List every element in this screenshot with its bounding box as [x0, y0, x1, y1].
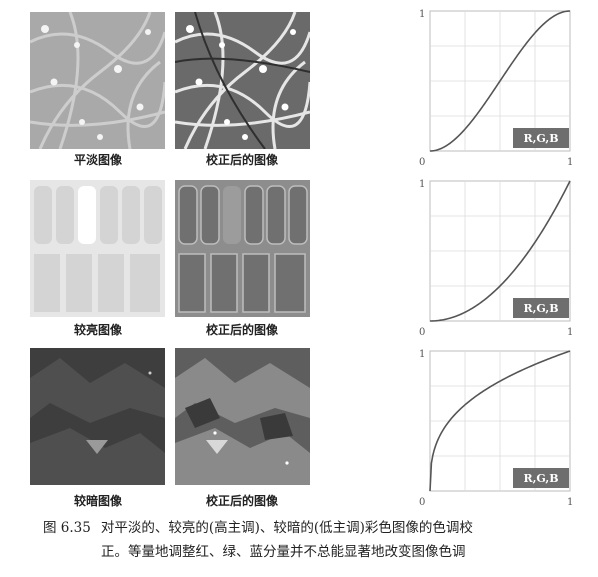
light-curve-badge-text: R,G,B [523, 302, 558, 315]
dark-curve-origin-label: 0 [419, 497, 425, 508]
dark-corrected-caption: 校正后的图像 [205, 494, 278, 508]
flat-corrected-caption: 校正后的图像 [205, 153, 278, 167]
dark-corrected-image [175, 348, 310, 485]
dark-curve-y-max-label: 1 [419, 349, 425, 360]
dark-original-image [30, 348, 165, 485]
figure-caption-line-1: 对平淡的、较亮的(高主调)、较暗的(低主调)彩色图像的色调校 [100, 520, 473, 536]
light-curve-line [429, 180, 571, 322]
flat-curve-badge-text: R,G,B [523, 132, 558, 145]
light-original-image [30, 180, 165, 317]
flat-corrected-image [175, 12, 310, 149]
light-curve-origin-label: 0 [419, 327, 425, 338]
figure-caption: 图 6.35 对平淡的、较亮的(高主调)、较暗的(低主调)彩色图像的色调校 正。等… [43, 516, 573, 564]
light-original-caption: 较亮图像 [73, 323, 122, 337]
flat-curve-line [429, 10, 571, 152]
dark-tone-curve: 1 0 1 R,G,B [408, 345, 583, 510]
dark-curve-x-max-label: 1 [567, 497, 573, 508]
flat-curve-y-max-label: 1 [419, 9, 425, 20]
light-corrected-caption: 校正后的图像 [205, 323, 278, 337]
light-curve-y-max-label: 1 [419, 179, 425, 190]
light-tone-curve: 1 0 1 R,G,B [408, 175, 583, 340]
flat-original-image [30, 12, 165, 149]
dark-curve-badge-text: R,G,B [523, 472, 558, 485]
dark-curve-line [429, 350, 571, 492]
figure-number: 图 6.35 [43, 520, 91, 536]
flat-curve-x-max-label: 1 [567, 157, 573, 168]
dark-original-caption: 较暗图像 [73, 494, 122, 508]
flat-curve-badge [513, 128, 569, 148]
flat-curve-origin-label: 0 [419, 157, 425, 168]
figure-caption-line-2: 正。等量地调整红、绿、蓝分量并不总能显著地改变图像色调 [101, 544, 466, 560]
light-curve-badge [513, 298, 569, 318]
flat-original-caption: 平淡图像 [73, 153, 122, 167]
flat-tone-curve: 1 0 1 R,G,B [408, 5, 583, 170]
light-corrected-image [175, 180, 310, 317]
dark-curve-badge [513, 468, 569, 488]
light-curve-x-max-label: 1 [567, 327, 573, 338]
